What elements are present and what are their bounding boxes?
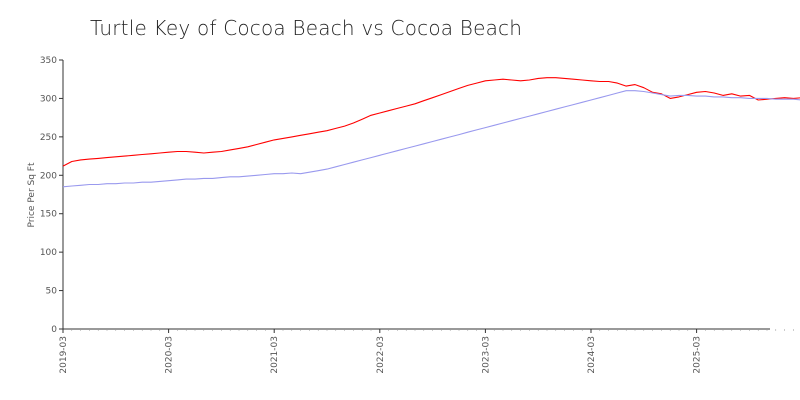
y-tick-label: 350 xyxy=(40,56,57,66)
y-tick-label: 50 xyxy=(46,287,58,297)
y-tick-label: 0 xyxy=(51,325,57,335)
y-tick-label: 250 xyxy=(40,133,57,143)
axes: 0 50 100 150 200 250 300 350 2019-03 2020-03 2021-… xyxy=(40,56,794,374)
series-line-2 xyxy=(62,90,800,188)
x-tick-label: 2025-03 xyxy=(693,336,703,374)
series-line-1 xyxy=(62,77,800,167)
x-tick-label: 2022-03 xyxy=(376,336,386,374)
series-layer xyxy=(62,77,800,188)
chart-title: Turtle Key of Cocoa Beach vs Cocoa Beach xyxy=(90,16,523,40)
x-tick-label: 2019-03 xyxy=(59,336,69,374)
x-tick-label: 2021-03 xyxy=(270,336,280,374)
y-tick-label: 150 xyxy=(40,210,57,220)
y-tick-label: 200 xyxy=(40,171,57,181)
y-tick-label: 300 xyxy=(40,94,57,104)
x-tick-label: 2024-03 xyxy=(587,336,597,374)
x-tick-label: 2020-03 xyxy=(165,336,175,374)
y-axis-label: Price Per Sq Ft xyxy=(27,162,37,227)
x-tick-label: 2023-03 xyxy=(481,336,491,374)
y-tick-label: 100 xyxy=(40,248,57,258)
